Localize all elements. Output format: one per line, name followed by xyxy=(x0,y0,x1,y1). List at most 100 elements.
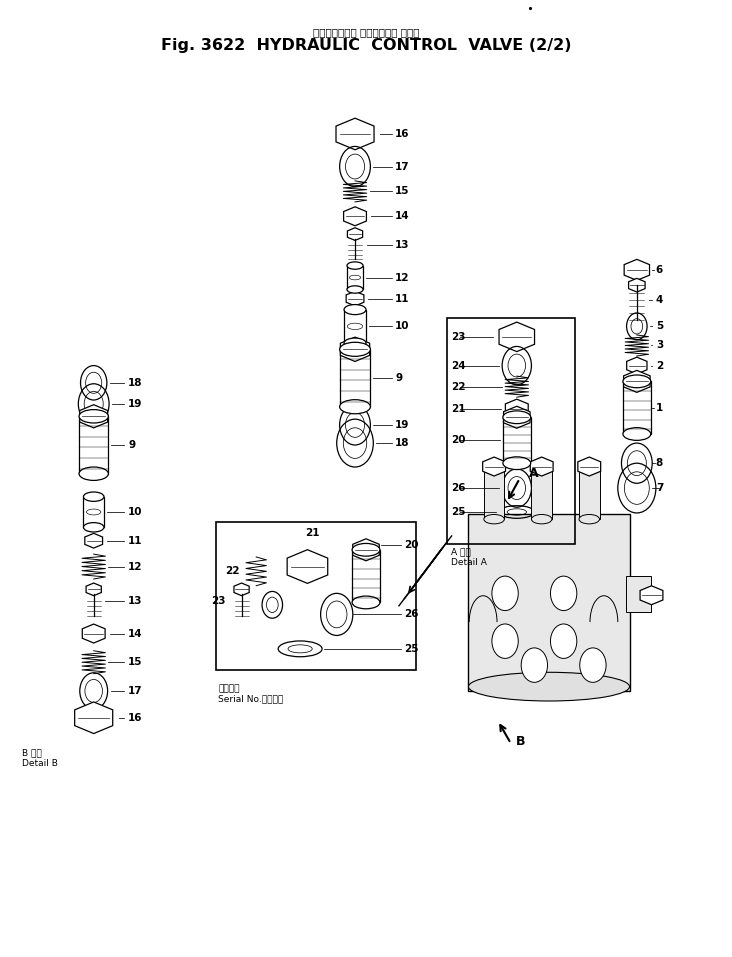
Text: 2: 2 xyxy=(656,361,663,370)
Text: 16: 16 xyxy=(128,713,143,723)
Text: 22: 22 xyxy=(225,567,240,576)
Polygon shape xyxy=(86,583,101,595)
Text: 13: 13 xyxy=(395,240,410,250)
Text: 15: 15 xyxy=(128,657,143,667)
Ellipse shape xyxy=(352,544,380,556)
Text: 12: 12 xyxy=(395,273,410,282)
Text: 13: 13 xyxy=(128,596,143,606)
Text: B 図面
Detail B: B 図面 Detail B xyxy=(22,748,58,768)
Text: 9: 9 xyxy=(395,373,403,383)
Ellipse shape xyxy=(503,411,531,424)
Text: A 図面
Detail A: A 図面 Detail A xyxy=(451,547,487,567)
Text: A: A xyxy=(529,467,538,480)
Polygon shape xyxy=(629,278,645,292)
Text: 14: 14 xyxy=(128,629,143,638)
Text: 18: 18 xyxy=(395,438,410,448)
Text: 8: 8 xyxy=(656,458,663,468)
Text: 9: 9 xyxy=(128,440,135,450)
Text: Fig. 3622  HYDRAULIC  CONTROL  VALVE (2/2): Fig. 3622 HYDRAULIC CONTROL VALVE (2/2) xyxy=(161,38,571,54)
Circle shape xyxy=(580,648,606,682)
Bar xyxy=(531,461,552,519)
Ellipse shape xyxy=(347,286,363,293)
Bar xyxy=(83,497,104,527)
Ellipse shape xyxy=(623,428,651,440)
Bar xyxy=(216,522,416,670)
Text: 26: 26 xyxy=(451,483,466,493)
Ellipse shape xyxy=(79,467,108,480)
Text: 11: 11 xyxy=(128,536,143,545)
Text: 1: 1 xyxy=(656,403,663,412)
Polygon shape xyxy=(75,702,113,733)
Ellipse shape xyxy=(79,410,108,423)
Text: 22: 22 xyxy=(451,382,466,391)
Ellipse shape xyxy=(347,262,363,269)
Polygon shape xyxy=(287,549,328,584)
Bar xyxy=(484,461,504,519)
Polygon shape xyxy=(343,207,367,226)
Ellipse shape xyxy=(484,515,504,523)
Ellipse shape xyxy=(83,492,104,501)
Circle shape xyxy=(521,648,548,682)
Circle shape xyxy=(492,624,518,658)
Polygon shape xyxy=(627,357,647,374)
Polygon shape xyxy=(505,399,529,418)
Text: 23: 23 xyxy=(211,596,225,606)
Polygon shape xyxy=(640,586,663,605)
Ellipse shape xyxy=(344,304,366,315)
Text: ハイドロリック コントロール バルブ: ハイドロリック コントロール バルブ xyxy=(313,28,419,37)
Text: 20: 20 xyxy=(451,435,466,445)
Polygon shape xyxy=(624,259,649,280)
Ellipse shape xyxy=(349,276,361,279)
Text: 21: 21 xyxy=(451,404,466,413)
Circle shape xyxy=(492,576,518,611)
Text: 24: 24 xyxy=(451,361,466,370)
Circle shape xyxy=(550,624,577,658)
Text: 適用番号
Serial No.　：　～: 適用番号 Serial No. ： ～ xyxy=(218,684,283,703)
Text: 7: 7 xyxy=(656,483,663,493)
Text: 21: 21 xyxy=(305,528,320,538)
Polygon shape xyxy=(499,323,534,351)
Bar xyxy=(340,349,370,407)
Ellipse shape xyxy=(468,672,630,701)
Bar xyxy=(79,416,108,474)
Text: 18: 18 xyxy=(128,378,143,388)
Ellipse shape xyxy=(86,509,101,515)
Text: 19: 19 xyxy=(128,399,143,409)
Bar xyxy=(468,515,630,691)
Polygon shape xyxy=(348,228,362,240)
Text: 3: 3 xyxy=(656,341,663,350)
Polygon shape xyxy=(340,337,370,362)
Bar xyxy=(626,576,651,612)
Text: B: B xyxy=(516,735,526,748)
Polygon shape xyxy=(336,118,374,149)
Text: 17: 17 xyxy=(395,162,410,171)
Ellipse shape xyxy=(340,343,370,356)
Polygon shape xyxy=(80,405,108,428)
Polygon shape xyxy=(530,457,553,476)
Ellipse shape xyxy=(347,323,362,329)
Text: 20: 20 xyxy=(404,541,419,550)
Bar xyxy=(579,461,600,519)
Text: 16: 16 xyxy=(395,129,410,139)
Bar xyxy=(447,318,575,544)
Polygon shape xyxy=(346,291,364,306)
Text: 10: 10 xyxy=(128,507,143,517)
Text: 4: 4 xyxy=(656,296,663,305)
Bar xyxy=(623,381,651,434)
Text: 11: 11 xyxy=(395,294,410,303)
Text: 15: 15 xyxy=(395,187,410,196)
Ellipse shape xyxy=(340,400,370,413)
Text: 19: 19 xyxy=(395,420,410,430)
Polygon shape xyxy=(482,457,506,476)
Text: 6: 6 xyxy=(656,265,663,275)
Polygon shape xyxy=(578,457,601,476)
Text: 26: 26 xyxy=(404,610,419,619)
Ellipse shape xyxy=(83,523,104,532)
Ellipse shape xyxy=(352,596,380,609)
Polygon shape xyxy=(82,624,105,643)
Polygon shape xyxy=(624,370,650,392)
Ellipse shape xyxy=(579,515,600,523)
Text: 5: 5 xyxy=(656,322,663,331)
Polygon shape xyxy=(85,533,102,548)
Polygon shape xyxy=(504,407,530,428)
